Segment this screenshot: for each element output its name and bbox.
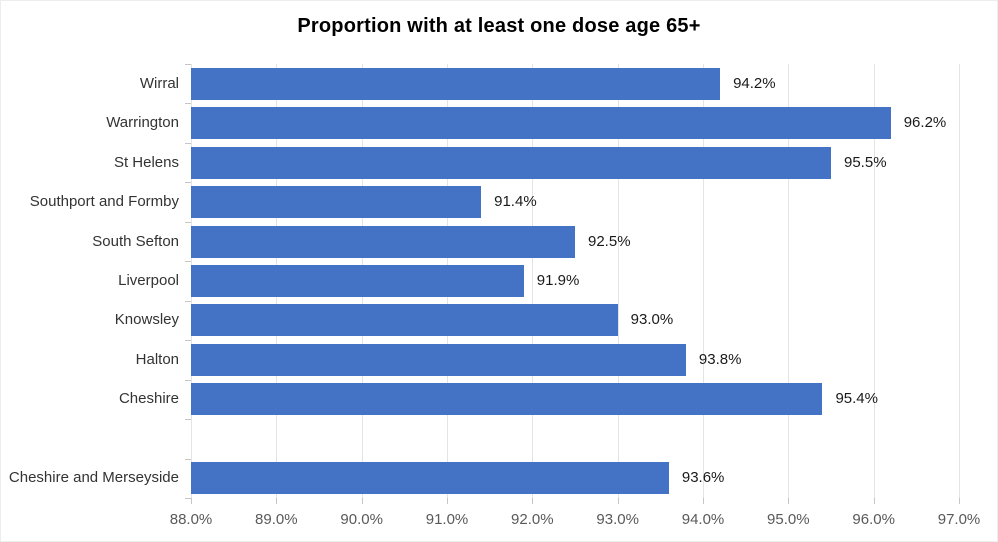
y-axis-tick	[185, 498, 191, 499]
bar	[191, 225, 575, 258]
y-axis-tick	[185, 300, 191, 302]
x-tick-label: 93.0%	[596, 511, 639, 528]
category-label: Liverpool	[118, 272, 179, 289]
x-tick-label: 89.0%	[255, 511, 298, 528]
y-axis-tick	[185, 340, 191, 342]
x-axis-tick	[447, 498, 448, 504]
value-label: 91.9%	[536, 272, 580, 289]
value-label: 93.6%	[681, 469, 725, 487]
bar	[191, 265, 524, 297]
x-tick-label: 90.0%	[340, 511, 383, 528]
x-axis-tick	[191, 498, 192, 504]
y-axis-tick	[185, 379, 191, 381]
category-label: Wirral	[139, 74, 179, 92]
x-axis-tick	[532, 498, 534, 504]
x-axis-tick	[873, 498, 875, 504]
y-axis-tick	[185, 458, 191, 460]
bar	[191, 67, 721, 100]
x-tick-label: 96.0%	[852, 511, 895, 528]
x-tick-label: 95.0%	[767, 511, 810, 528]
bar	[191, 186, 482, 219]
x-tick-label: 88.0%	[169, 511, 213, 528]
gridline	[873, 64, 875, 498]
value-label: 96.2%	[903, 114, 947, 132]
bar	[191, 462, 669, 495]
value-label: 93.0%	[630, 311, 674, 329]
x-axis-tick	[959, 498, 960, 504]
y-axis-tick	[185, 419, 191, 421]
x-axis-tick	[276, 498, 278, 504]
value-label: 93.8%	[698, 350, 742, 368]
category-label: Warrington	[106, 114, 179, 132]
y-axis-tick	[185, 182, 191, 184]
y-axis-tick	[185, 103, 191, 105]
value-label: 95.5%	[844, 153, 887, 171]
gridline	[703, 64, 704, 498]
y-axis-tick	[185, 64, 191, 65]
bar	[191, 383, 823, 416]
value-label: 94.2%	[733, 74, 776, 92]
bar	[191, 107, 891, 140]
x-tick-label: 97.0%	[937, 511, 981, 528]
bar	[191, 304, 618, 337]
category-label: Halton	[135, 350, 179, 368]
gridline	[617, 64, 619, 498]
x-tick-label: 92.0%	[511, 511, 554, 528]
x-tick-label: 94.0%	[681, 511, 725, 528]
y-axis-tick	[185, 221, 191, 223]
value-label: 92.5%	[588, 232, 631, 250]
chart-title: Proportion with at least one dose age 65…	[297, 15, 701, 37]
value-label: 95.4%	[835, 390, 878, 408]
x-axis-tick	[703, 498, 704, 504]
x-axis-tick	[617, 498, 619, 504]
bar	[191, 343, 686, 376]
gridline	[959, 64, 960, 498]
value-label: 91.4%	[494, 193, 537, 211]
bar	[191, 146, 831, 179]
y-axis-tick	[185, 142, 191, 144]
category-label: Cheshire and Merseyside	[8, 469, 179, 487]
category-label: Knowsley	[114, 311, 179, 329]
category-label: Southport and Formby	[29, 193, 179, 211]
gridline	[532, 64, 534, 498]
category-label: St Helens	[113, 153, 179, 171]
x-axis-tick	[788, 498, 790, 504]
x-tick-label: 91.0%	[425, 511, 469, 528]
category-label: South Sefton	[92, 232, 179, 250]
x-axis-tick	[361, 498, 363, 504]
category-label: Cheshire	[118, 390, 179, 408]
y-axis-tick	[185, 261, 191, 263]
gridline	[788, 64, 790, 498]
